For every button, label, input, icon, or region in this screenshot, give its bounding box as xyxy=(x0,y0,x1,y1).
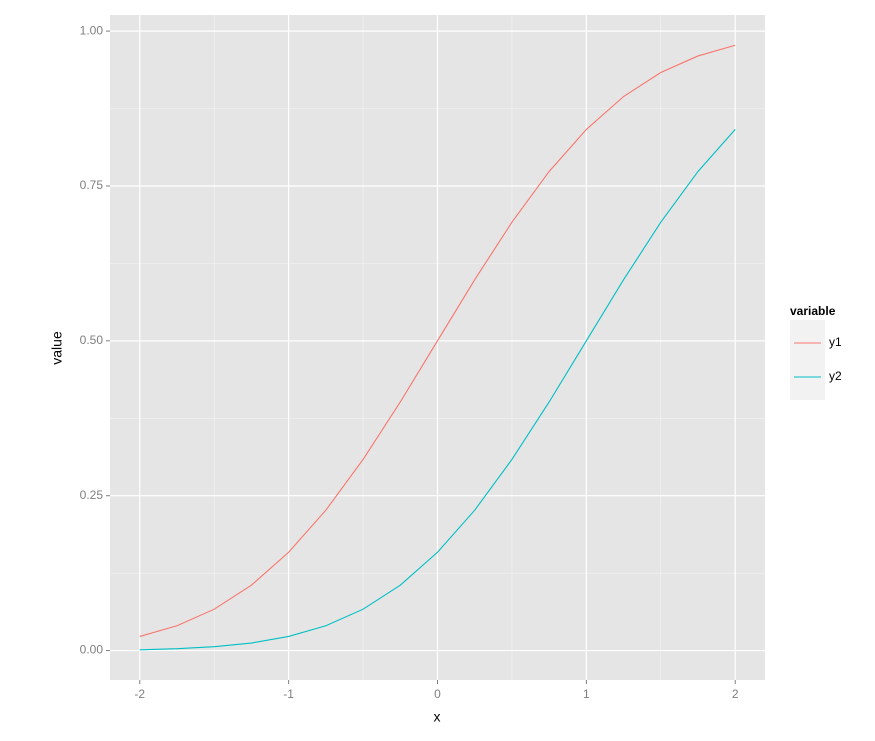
y-tick-label: 0.50 xyxy=(80,333,104,347)
series-line xyxy=(139,129,736,651)
y-axis-title: value xyxy=(49,331,65,365)
legend-keys-bg xyxy=(790,320,825,400)
x-tick-label: -1 xyxy=(283,687,294,701)
y-tick-label: 0.75 xyxy=(80,178,104,192)
legend-title: variable xyxy=(790,304,836,318)
y-tick-label: 1.00 xyxy=(80,23,104,37)
x-tick-label: -2 xyxy=(134,687,145,701)
x-axis-title: x xyxy=(434,709,441,725)
x-tick-label: 1 xyxy=(583,687,590,701)
y-tick-label: 0.25 xyxy=(80,488,104,502)
y-tick-label: 0.00 xyxy=(80,643,104,657)
legend-label: y2 xyxy=(829,369,842,383)
x-tick-label: 2 xyxy=(732,687,739,701)
series-line xyxy=(139,44,736,637)
legend-label: y1 xyxy=(829,335,842,349)
x-tick-label: 0 xyxy=(434,687,441,701)
